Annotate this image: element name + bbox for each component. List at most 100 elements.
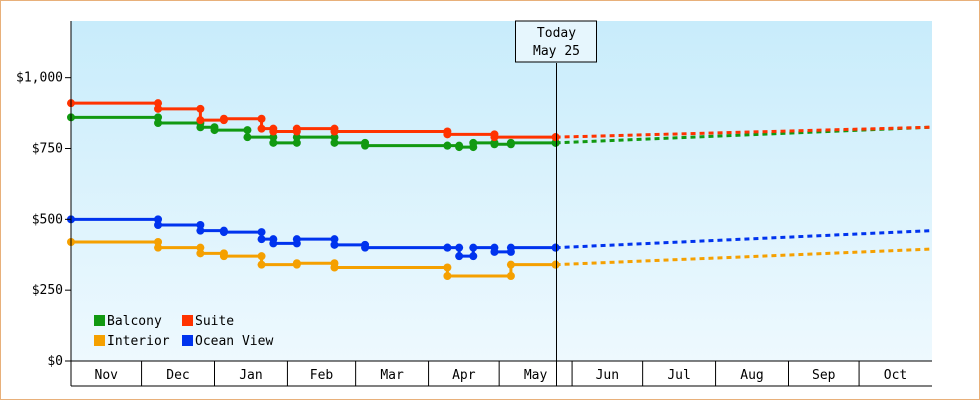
data-point[interactable] — [292, 133, 301, 142]
data-point[interactable] — [196, 116, 205, 125]
data-point[interactable] — [219, 228, 228, 237]
data-point[interactable] — [455, 143, 464, 152]
data-point[interactable] — [330, 133, 339, 142]
x-tick-label: Nov — [95, 368, 119, 383]
data-point[interactable] — [330, 127, 339, 136]
data-point[interactable] — [154, 221, 163, 229]
data-point[interactable] — [219, 252, 228, 261]
data-point[interactable] — [210, 126, 219, 135]
data-point[interactable] — [443, 272, 452, 280]
x-tick-label: Sep — [812, 368, 836, 383]
data-point[interactable] — [490, 133, 499, 142]
x-tick-label: Jun — [596, 368, 619, 383]
series-balcony — [67, 113, 931, 152]
legend-label: Balcony — [107, 314, 162, 329]
data-point[interactable] — [292, 138, 301, 147]
data-point[interactable] — [551, 133, 560, 142]
plot-background — [71, 21, 932, 361]
data-point[interactable] — [154, 119, 163, 127]
data-point[interactable] — [243, 126, 252, 135]
legend-label: Interior — [107, 334, 170, 349]
data-point[interactable] — [257, 114, 266, 123]
data-point[interactable] — [269, 127, 278, 136]
data-point[interactable] — [154, 243, 163, 252]
data-point[interactable] — [257, 260, 266, 269]
data-point[interactable] — [154, 99, 163, 108]
data-point[interactable] — [551, 260, 560, 269]
data-point[interactable] — [196, 226, 205, 235]
data-point[interactable] — [506, 272, 515, 280]
y-tick-label: $250 — [32, 283, 63, 298]
x-tick-label: Jul — [667, 368, 690, 383]
data-point[interactable] — [243, 133, 252, 142]
y-tick-label: $0 — [47, 354, 63, 369]
data-point[interactable] — [455, 243, 464, 252]
x-tick-label: Feb — [310, 368, 334, 383]
data-point[interactable] — [292, 124, 301, 133]
legend-label: Ocean View — [195, 334, 273, 349]
data-point[interactable] — [154, 104, 163, 113]
data-point[interactable] — [154, 238, 163, 246]
data-point[interactable] — [330, 235, 339, 244]
legend-label: Suite — [195, 314, 234, 329]
data-point[interactable] — [269, 133, 278, 142]
data-point[interactable] — [292, 235, 301, 244]
data-point[interactable] — [292, 259, 301, 268]
data-point[interactable] — [330, 138, 339, 147]
x-tick-label: Apr — [452, 368, 476, 383]
legend-swatch — [182, 335, 193, 346]
data-point[interactable] — [196, 221, 205, 229]
data-point[interactable] — [443, 130, 452, 139]
x-tick-label: Jan — [239, 368, 262, 383]
data-point[interactable] — [196, 249, 205, 258]
data-point[interactable] — [551, 243, 560, 252]
x-tick-label: Aug — [740, 368, 763, 383]
data-point[interactable] — [506, 260, 515, 269]
today-label-box — [515, 20, 597, 63]
legend-swatch — [94, 335, 105, 346]
data-point[interactable] — [154, 215, 163, 224]
data-point[interactable] — [219, 114, 228, 123]
today-date-label: May 25 — [533, 44, 580, 59]
data-point[interactable] — [455, 252, 464, 261]
data-point[interactable] — [269, 138, 278, 147]
data-point[interactable] — [196, 123, 205, 132]
data-point[interactable] — [506, 138, 515, 147]
data-point[interactable] — [490, 247, 499, 256]
data-point[interactable] — [469, 243, 478, 252]
data-point[interactable] — [469, 252, 478, 261]
series-interior — [67, 238, 931, 280]
today-label: Today — [537, 26, 576, 41]
data-point[interactable] — [551, 138, 560, 147]
x-tick-label: Oct — [884, 368, 907, 383]
y-tick-label: $750 — [32, 142, 63, 157]
data-point[interactable] — [196, 243, 205, 252]
data-point[interactable] — [154, 113, 163, 122]
x-tick-label: Dec — [166, 368, 189, 383]
data-point[interactable] — [443, 243, 452, 252]
y-tick-label: $500 — [32, 212, 63, 227]
data-point[interactable] — [443, 263, 452, 272]
data-point[interactable] — [269, 239, 278, 248]
data-point[interactable] — [257, 235, 266, 244]
data-point[interactable] — [196, 104, 205, 113]
data-point[interactable] — [443, 141, 452, 150]
data-point[interactable] — [469, 138, 478, 147]
series-line — [71, 240, 556, 278]
data-point[interactable] — [490, 140, 499, 149]
data-point[interactable] — [506, 243, 515, 252]
data-point[interactable] — [330, 263, 339, 272]
legend-swatch — [94, 315, 105, 326]
data-point[interactable] — [361, 141, 370, 150]
data-point[interactable] — [257, 252, 266, 261]
data-point[interactable] — [257, 228, 266, 237]
data-point[interactable] — [330, 240, 339, 249]
x-tick-label: May — [524, 368, 548, 383]
data-point[interactable] — [361, 243, 370, 252]
legend: Balcony Suite Interior Ocean View — [94, 314, 273, 349]
y-tick-label: $1,000 — [16, 71, 63, 86]
x-tick-label: Mar — [380, 368, 404, 383]
data-point[interactable] — [257, 124, 266, 133]
